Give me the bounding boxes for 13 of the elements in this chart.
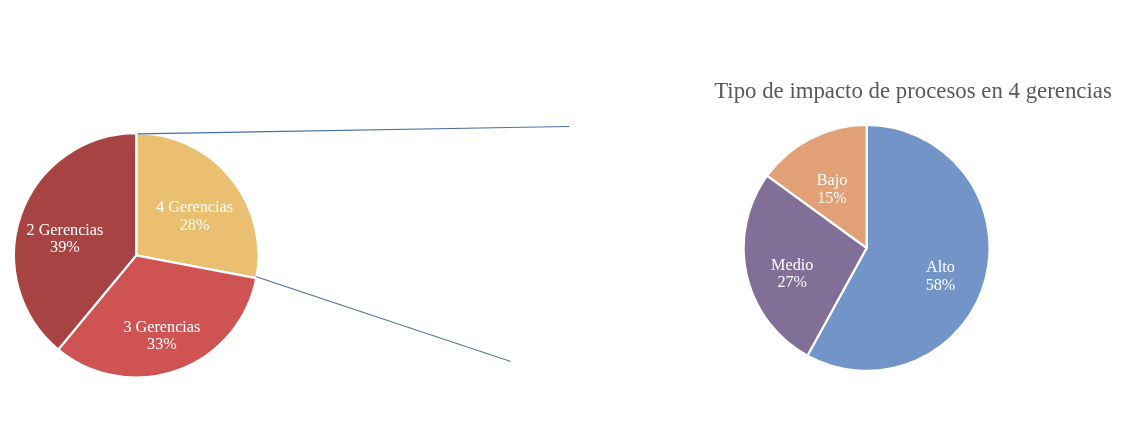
data-label: 33% xyxy=(147,335,177,354)
data-label: 15% xyxy=(817,188,847,207)
data-label: 58% xyxy=(925,275,956,294)
slice-label: Alto xyxy=(926,258,955,277)
slice-label: Medio xyxy=(771,255,814,274)
data-label: 39% xyxy=(50,238,80,257)
chart-title: Tipo de impacto de procesos en 4 gerencias xyxy=(714,77,1112,103)
data-label: 28% xyxy=(179,215,210,234)
slice-label: 2 Gerencias xyxy=(26,220,104,239)
slice-label: 4 Gerencias xyxy=(156,198,234,217)
data-label: 27% xyxy=(777,273,808,292)
slice-label: 3 Gerencias xyxy=(123,317,201,336)
slice-label: Bajo xyxy=(816,171,848,190)
